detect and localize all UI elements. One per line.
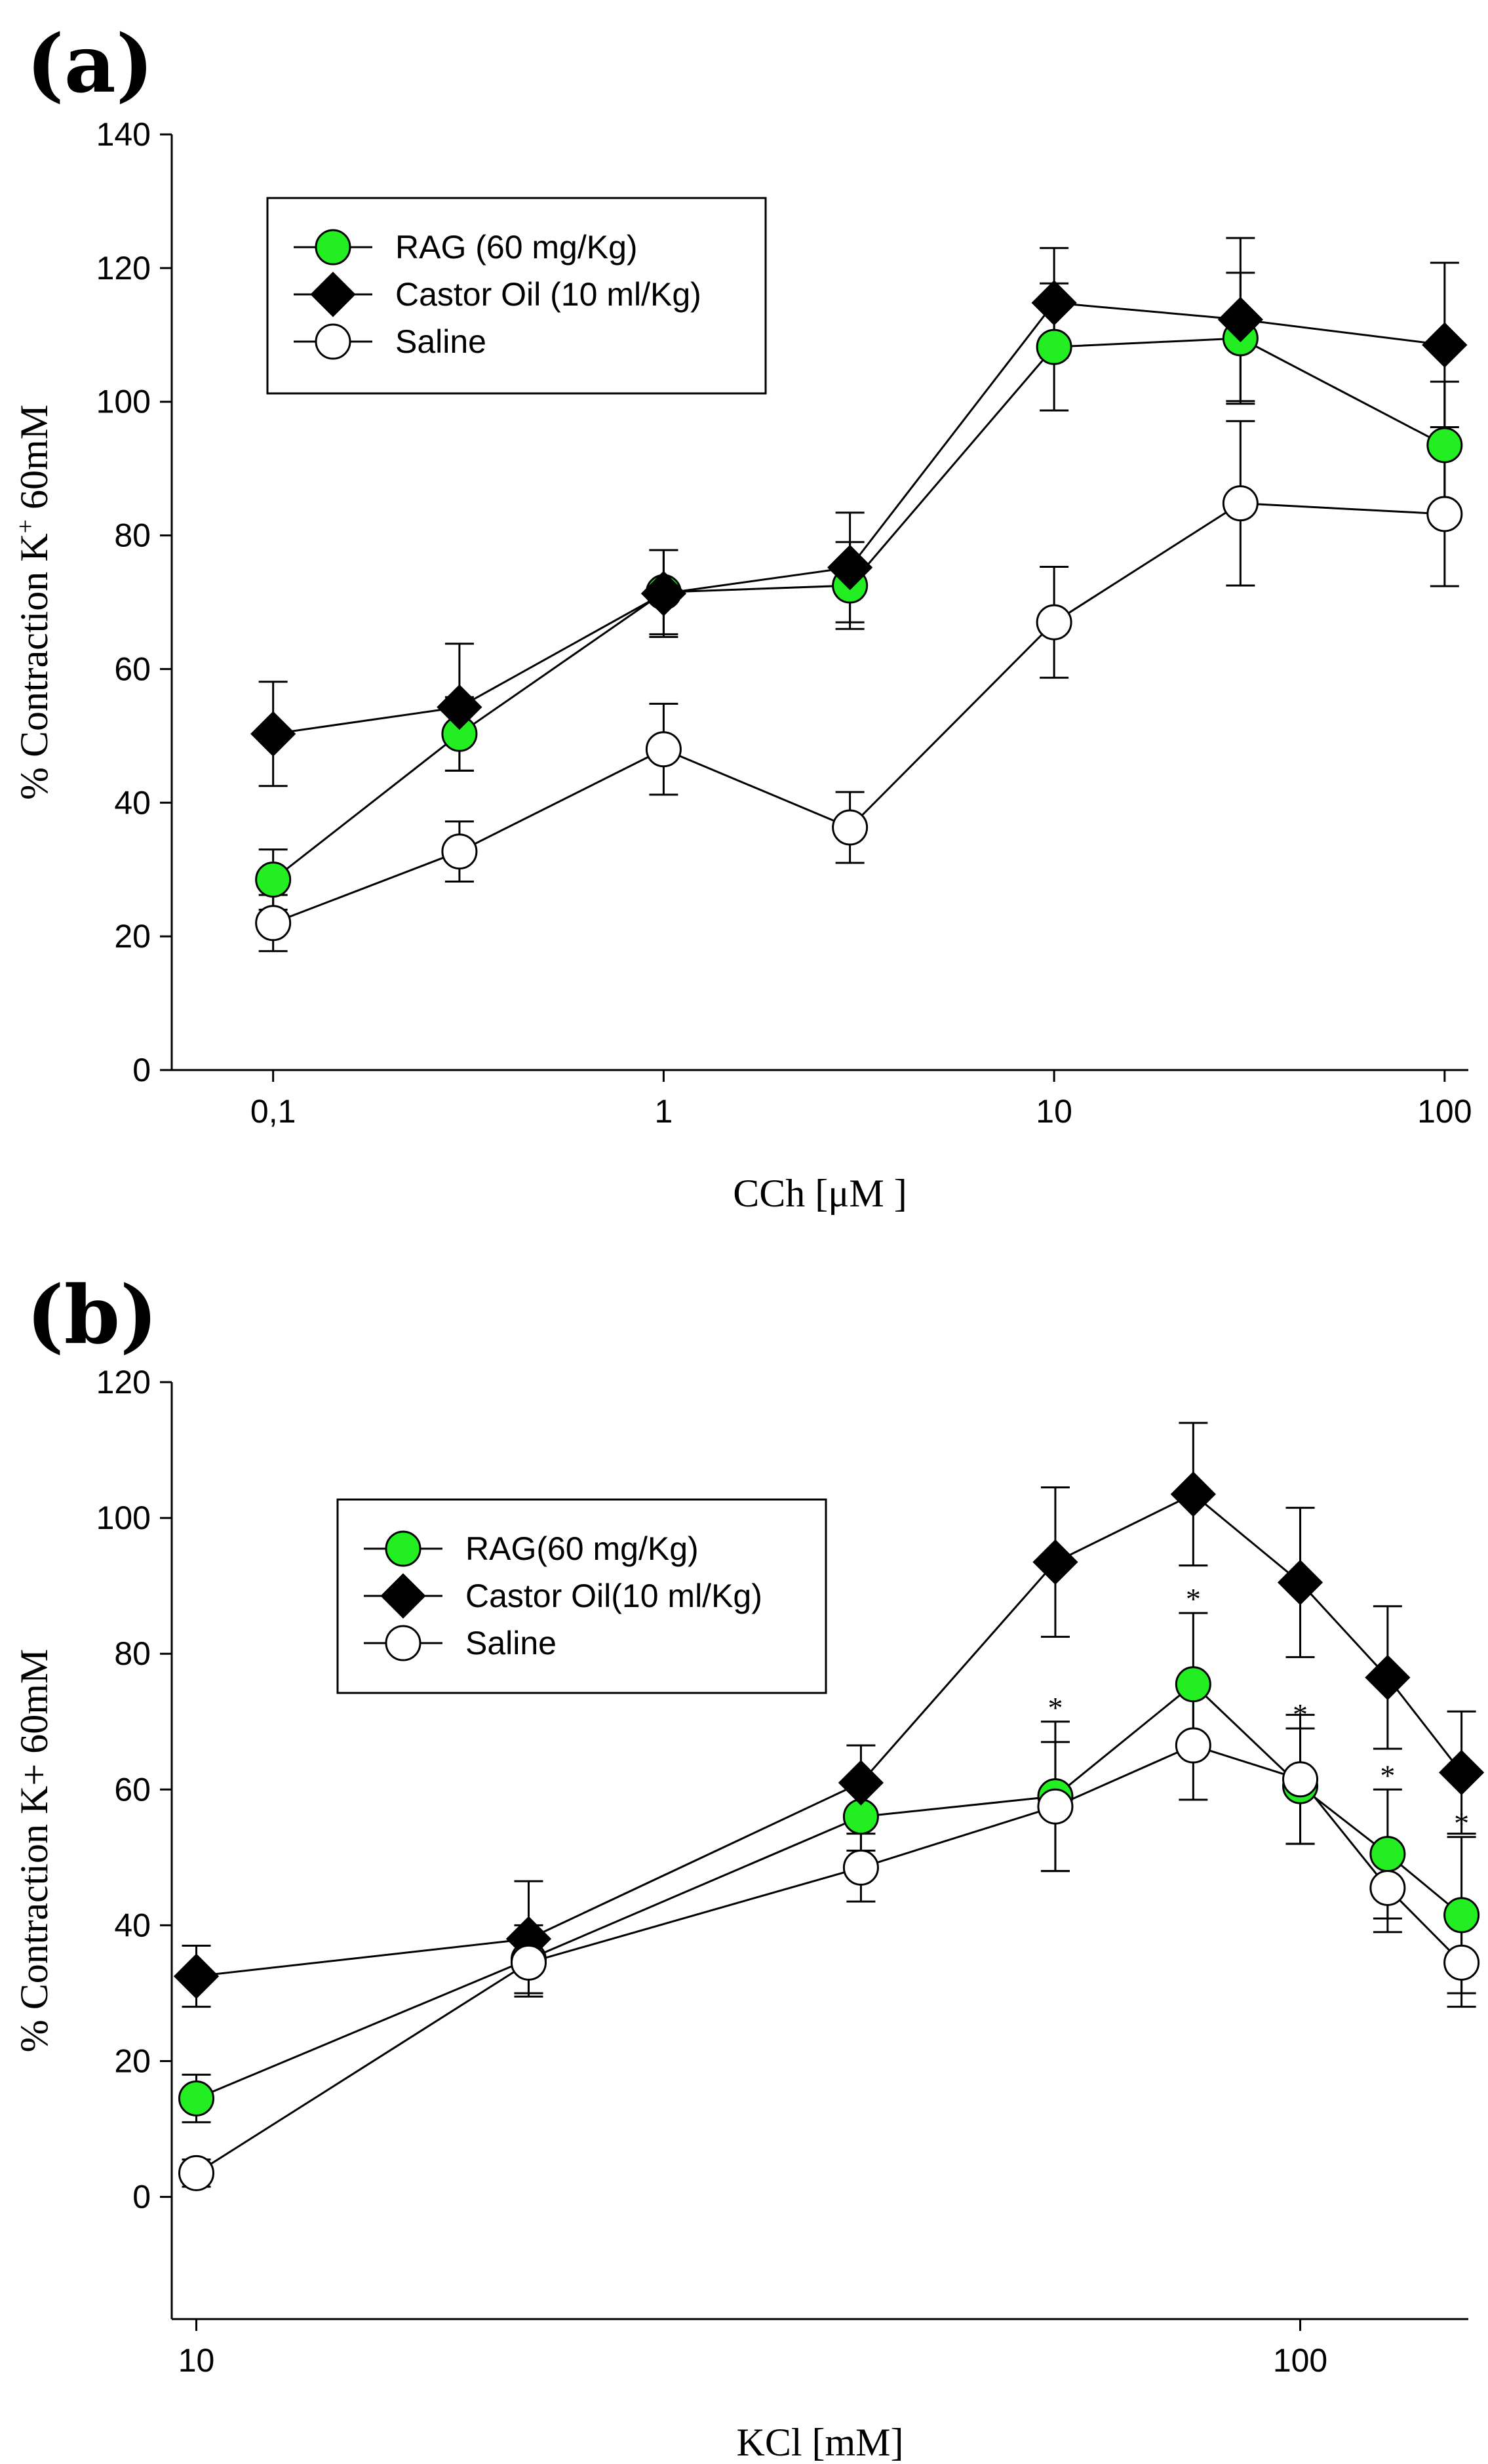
legend-marker (310, 271, 356, 317)
panel-a: (a) 0 20 40 60 80 100 120 140 0,1 1 10 100 % Contract… (12, 16, 1472, 1215)
data-point (832, 809, 869, 846)
panel-label: (b) (26, 1267, 158, 1362)
data-point (1037, 1788, 1074, 1825)
data-point (1175, 1666, 1211, 1703)
x-tick-label: 10 (1036, 1093, 1072, 1130)
data-point (1426, 427, 1463, 464)
data-point (1170, 1471, 1216, 1517)
data-point (1443, 1944, 1480, 1981)
data-point (838, 1760, 884, 1806)
series-line (195, 1744, 1462, 2174)
panel-b: (b) 0 20 40 60 80 100 120 10 100 % Contraction K+ … (12, 1267, 1485, 2464)
y-tick-label: 120 (96, 250, 151, 287)
data-point (1369, 1869, 1406, 1906)
x-tick-label: 100 (1417, 1093, 1472, 1130)
x-axis-label: CCh [μM ] (733, 1172, 907, 1215)
data-point (1222, 485, 1259, 522)
x-axis-label: KCl [mM] (737, 2421, 904, 2464)
data-point (437, 684, 482, 730)
y-axis-label: % Contraction K+ 60mM (12, 1649, 56, 2052)
y-tick-label: 60 (114, 1771, 151, 1808)
data-point (640, 570, 687, 616)
data-point (255, 905, 292, 942)
data-point (1036, 604, 1072, 641)
data-point (1031, 280, 1077, 326)
significance-star: * (1454, 1806, 1469, 1840)
y-tick-label: 20 (114, 918, 151, 955)
data-point (178, 2080, 215, 2116)
x-tick-label: 10 (178, 2342, 215, 2379)
series-line (195, 1682, 1462, 2099)
data-point (1277, 1559, 1323, 1606)
legend-marker (315, 323, 351, 360)
y-tick-label: 60 (114, 650, 151, 687)
x-tick-label: 1 (654, 1093, 673, 1130)
significance-star: * (1186, 1582, 1201, 1616)
legend-label: RAG (60 mg/Kg) (395, 229, 638, 266)
series-line (196, 1493, 1462, 1977)
significance-star: * (1380, 1759, 1395, 1792)
data-point (178, 2155, 215, 2191)
data-point (510, 1944, 547, 1981)
legend-marker (385, 1530, 421, 1567)
x-tick-label: 0,1 (250, 1093, 296, 1130)
data-point (441, 833, 478, 870)
y-tick-label: 100 (96, 384, 151, 420)
y-tick-label: 0 (132, 1052, 151, 1088)
data-point (250, 711, 296, 757)
data-point (1036, 328, 1072, 365)
data-point (1282, 1761, 1319, 1798)
data-point (645, 731, 682, 768)
y-tick-label: 20 (114, 2043, 151, 2080)
legend-label: Saline (395, 323, 486, 360)
y-tick-label: 100 (96, 1500, 151, 1536)
panel-label: (a) (26, 16, 154, 111)
legend-marker (385, 1625, 421, 1661)
significance-star: * (1293, 1698, 1308, 1731)
data-point (842, 1849, 879, 1886)
data-point (1426, 496, 1463, 532)
x-tick-label: 100 (1273, 2342, 1327, 2379)
data-point (1175, 1727, 1211, 1764)
legend-label: RAG(60 mg/Kg) (465, 1530, 699, 1567)
legend-label: Castor Oil (10 ml/Kg) (395, 276, 701, 313)
data-point (1217, 296, 1263, 342)
series-line (272, 337, 1445, 881)
y-axis-label: % Contraction K+ 60mM (12, 405, 56, 800)
y-tick-label: 40 (114, 1907, 151, 1943)
data-point (1443, 1897, 1480, 1934)
data-point (1422, 322, 1468, 368)
data-point (1032, 1539, 1078, 1585)
data-point (1369, 1836, 1406, 1873)
legend-label: Saline (465, 1625, 557, 1661)
data-point (1439, 1749, 1485, 1796)
y-tick-label: 40 (114, 784, 151, 821)
y-tick-label: 0 (132, 2179, 151, 2216)
legend-marker (315, 229, 351, 266)
data-point (255, 862, 292, 898)
legend-label: Castor Oil(10 ml/Kg) (465, 1578, 762, 1614)
legend-marker (380, 1573, 426, 1619)
data-point (173, 1953, 220, 1999)
y-tick-label: 140 (96, 116, 151, 153)
significance-star: * (1047, 1691, 1063, 1724)
y-tick-label: 120 (96, 1364, 151, 1401)
data-point (827, 544, 873, 591)
data-point (1365, 1654, 1411, 1701)
y-tick-label: 80 (114, 1635, 151, 1672)
y-tick-label: 80 (114, 517, 151, 554)
